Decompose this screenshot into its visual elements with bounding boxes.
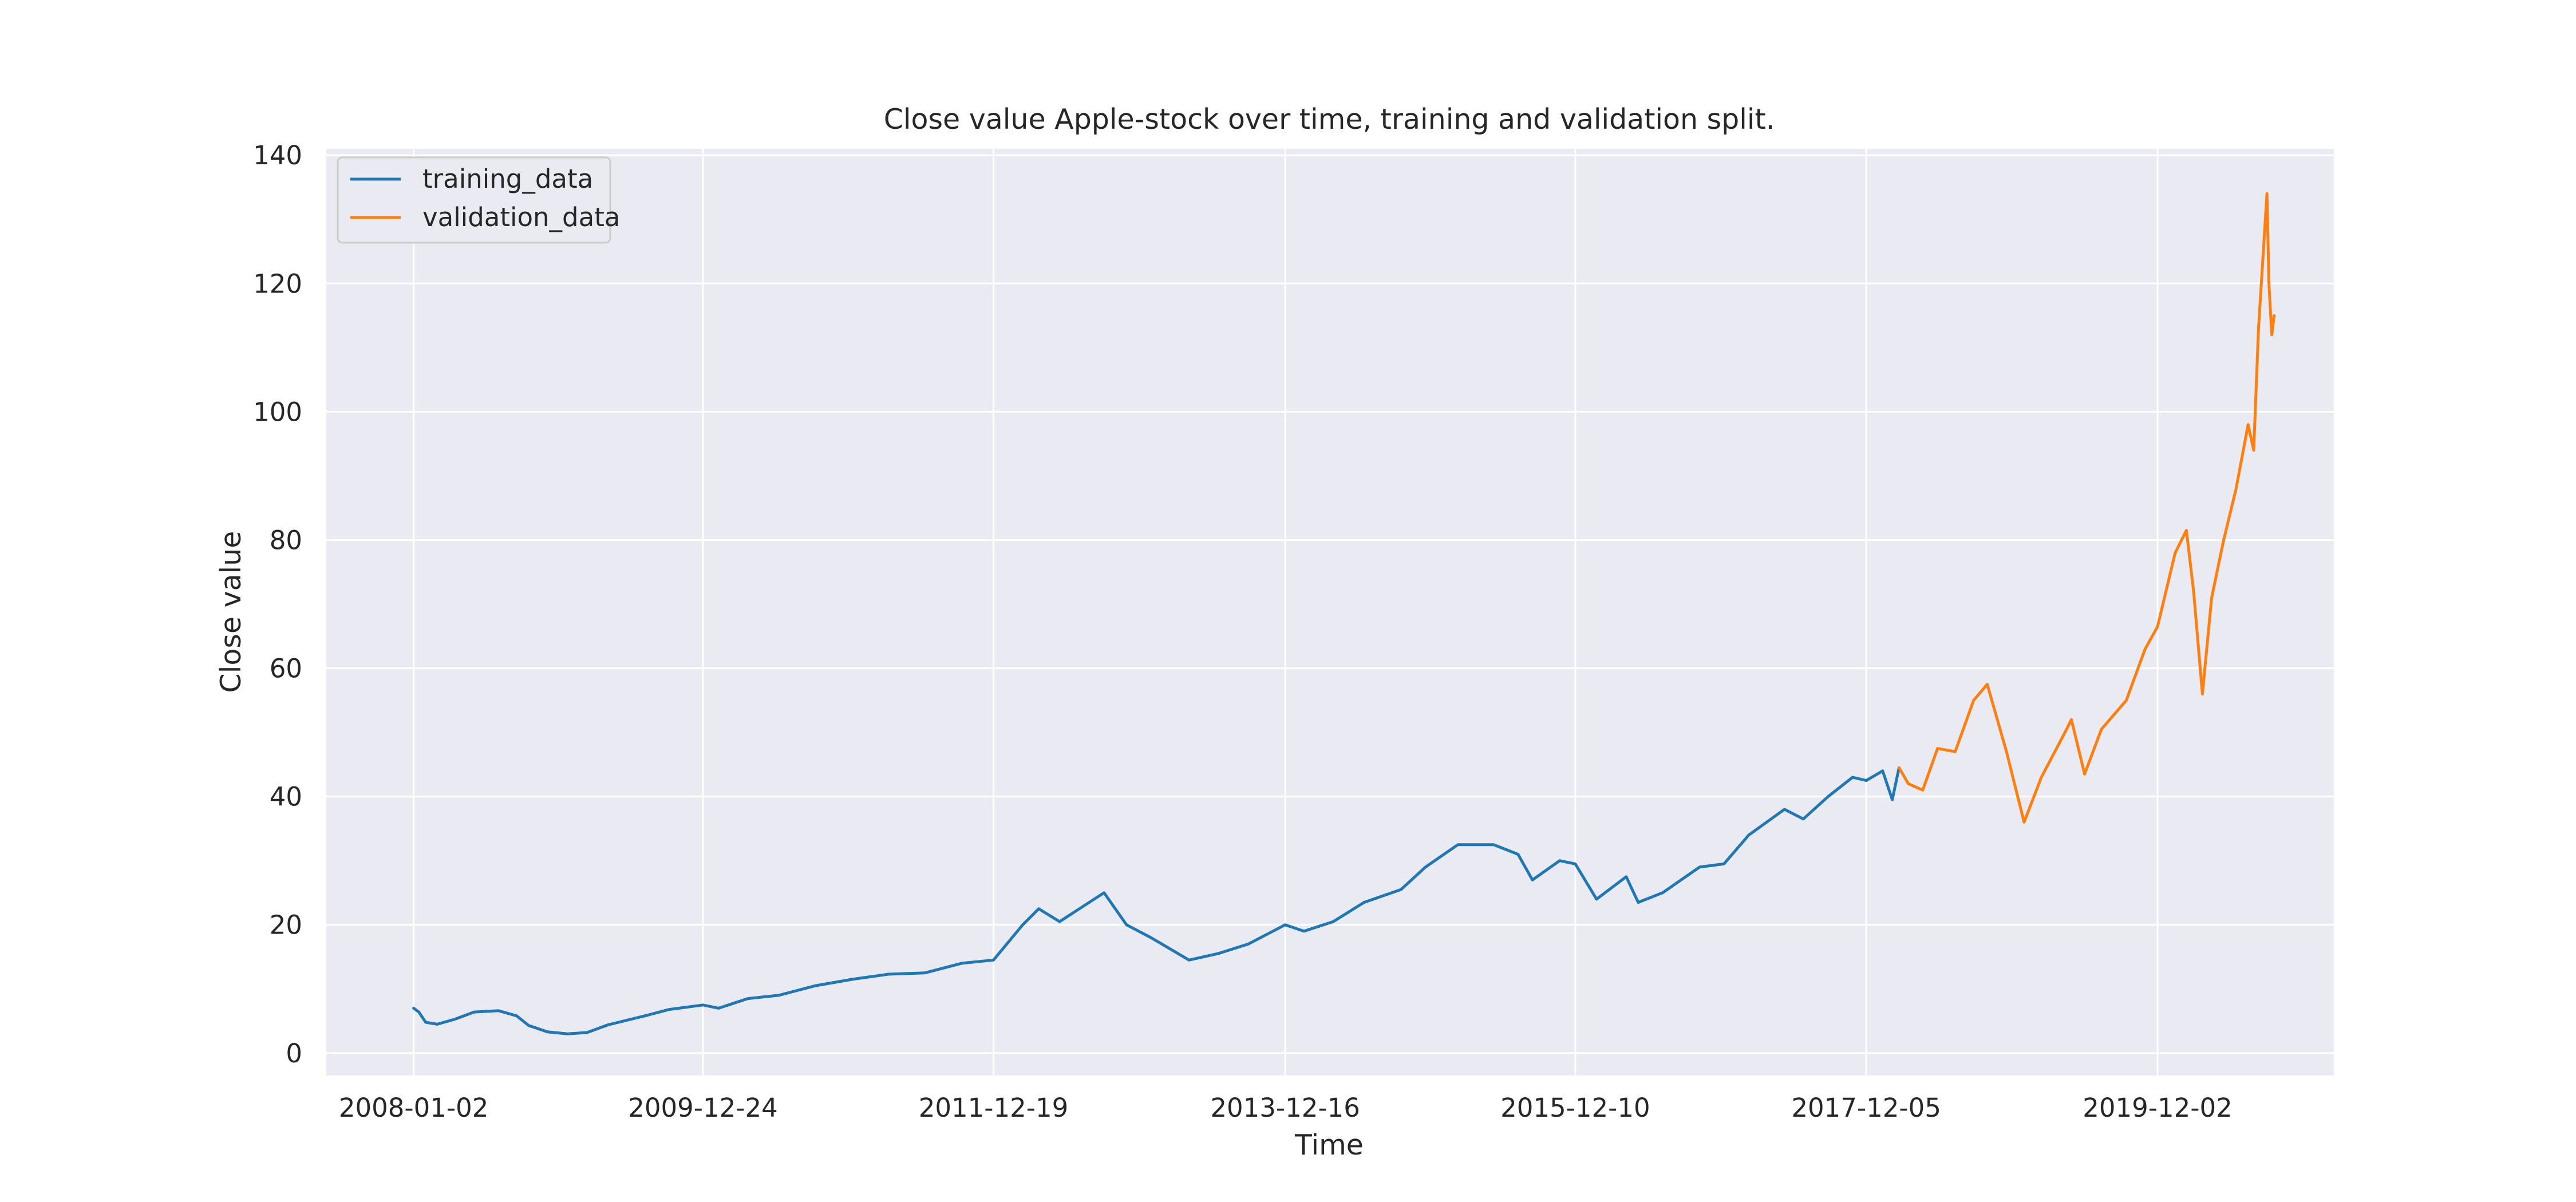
legend: training_data validation_data: [337, 156, 620, 244]
x-tick-label: 2017-12-05: [1791, 1093, 1941, 1123]
y-tick-label: 140: [253, 140, 302, 171]
y-tick-label: 20: [270, 910, 302, 940]
legend-box: [337, 156, 611, 244]
y-axis-label: Close value: [215, 531, 247, 693]
series-lines: [412, 192, 2276, 1035]
tick-labels: 0 20 40 60 80 100 120 140 2008-01-02 2009-12-24 20…: [253, 140, 2233, 1123]
chart-title: Close value Apple-stock over time, train…: [884, 103, 1775, 136]
x-tick-label: 2013-12-16: [1210, 1093, 1360, 1123]
series-line-training-data: [412, 766, 1901, 1035]
y-tick-label: 0: [286, 1038, 302, 1069]
x-tick-label: 2011-12-19: [919, 1093, 1069, 1123]
x-axis-label: Time: [1294, 1129, 1364, 1161]
x-tick-label: 2009-12-24: [628, 1093, 778, 1123]
series-line-validation-data: [1898, 192, 2276, 824]
x-tick-label: 2019-12-02: [2083, 1093, 2233, 1123]
y-tick-label: 80: [270, 525, 302, 555]
x-tick-label: 2015-12-10: [1500, 1093, 1650, 1123]
y-tick-label: 120: [253, 268, 302, 299]
grid: [326, 149, 2334, 1076]
plot-background: [326, 149, 2334, 1076]
y-tick-label: 100: [253, 397, 302, 427]
y-tick-label: 40: [270, 782, 302, 812]
legend-label-training: training_data: [422, 164, 593, 194]
y-tick-label: 60: [270, 654, 302, 684]
legend-label-validation: validation_data: [422, 202, 620, 232]
x-tick-label: 2008-01-02: [339, 1093, 489, 1123]
